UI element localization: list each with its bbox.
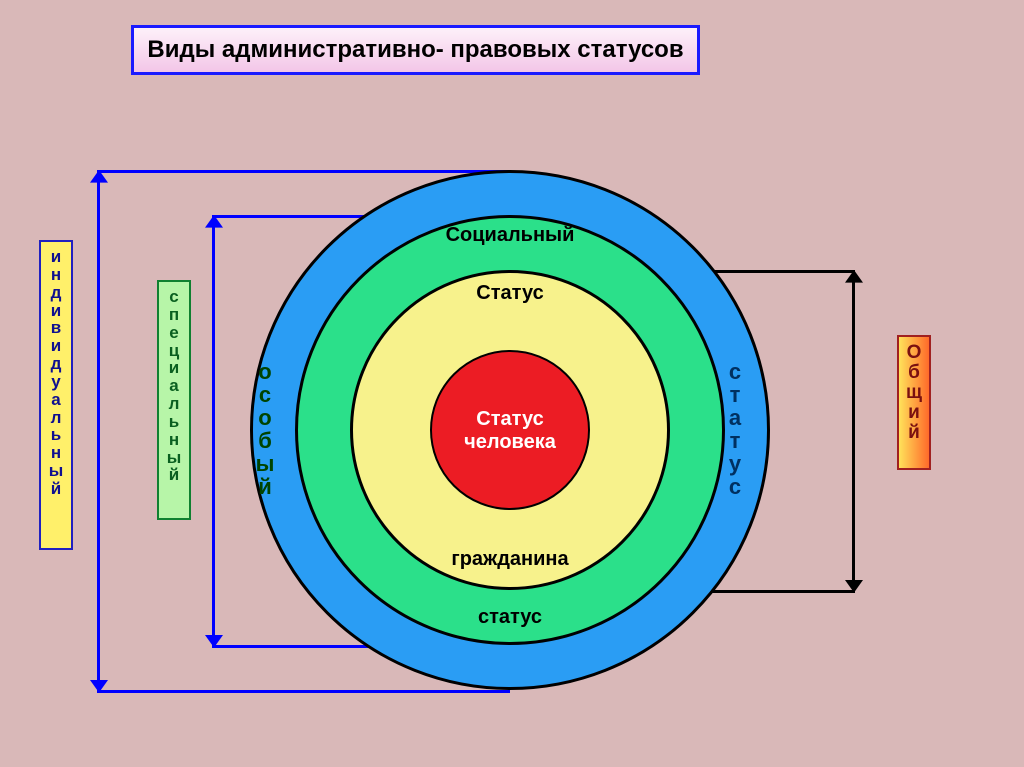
ring-label-inner_bottom: гражданина	[360, 548, 660, 571]
bracket-bottom-outer	[97, 690, 510, 693]
bracket-stem-right	[852, 270, 855, 593]
diagram-canvas: Виды административно- правовых статусов С…	[0, 0, 1024, 767]
bracket-arrow-right	[845, 270, 863, 284]
title-box: Виды административно- правовых статусов	[131, 25, 700, 75]
box-special-text: специальный	[159, 282, 189, 490]
box-special: специальный	[157, 280, 191, 520]
bracket-arrow-right	[845, 580, 863, 594]
ring-label-inner_top: Статус	[360, 282, 660, 305]
box-individual-text: индивидуальный	[41, 242, 71, 504]
bracket-arrow-inner	[205, 215, 223, 229]
ring-label-middle_bottom: статус	[360, 606, 660, 629]
box-general-text: Общий	[899, 337, 929, 449]
box-individual: индивидуальный	[39, 240, 73, 550]
bracket-stem-outer	[97, 170, 100, 693]
ring-label-middle_top: Социальный	[360, 224, 660, 247]
center-label: Статусчеловека	[410, 408, 610, 454]
ring-side-label-left: особый	[253, 360, 277, 499]
ring-side-label-right: статус	[723, 360, 747, 499]
bracket-top-outer	[97, 170, 510, 173]
bracket-arrow-outer	[90, 680, 108, 694]
bracket-arrow-inner	[205, 635, 223, 649]
box-general: Общий	[897, 335, 931, 470]
bracket-stem-inner	[212, 215, 215, 648]
bracket-arrow-outer	[90, 170, 108, 184]
